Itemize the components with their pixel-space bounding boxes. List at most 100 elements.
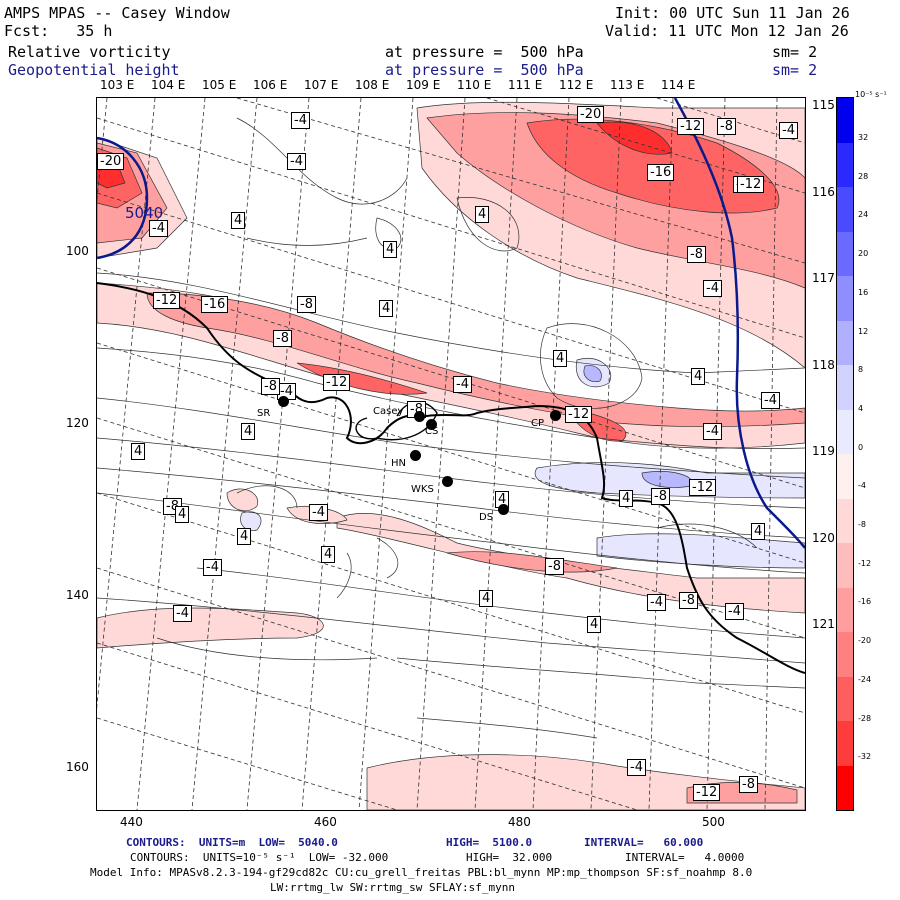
field2-level: at pressure = 500 hPa bbox=[385, 61, 584, 79]
station-dot bbox=[410, 450, 421, 461]
colorbar-tick: 8 bbox=[858, 365, 864, 375]
station-dot bbox=[498, 504, 509, 515]
colorbar-tick: 32 bbox=[858, 133, 869, 142]
vorticity-contour-label: -12 bbox=[737, 176, 765, 193]
vorticity-contour-label: 4 bbox=[691, 368, 706, 385]
lon-label: 107 E bbox=[304, 78, 339, 92]
vorticity-contours bbox=[97, 117, 805, 739]
colorbar-segment bbox=[837, 543, 853, 588]
station-dot bbox=[414, 411, 425, 422]
lon-label: 103 E bbox=[100, 78, 135, 92]
height-contour-west bbox=[97, 136, 149, 260]
field1-smoothing: sm= 2 bbox=[772, 43, 818, 61]
vorticity-contour-label: -12 bbox=[689, 479, 717, 496]
vorticity-contour-label: -4 bbox=[173, 605, 192, 622]
colorbar-segment bbox=[837, 632, 853, 677]
station-label: DS bbox=[479, 512, 494, 523]
colorbar-segment bbox=[837, 276, 853, 321]
vorticity-contour-label: -4 bbox=[647, 594, 666, 611]
vorticity-contour-label: -12 bbox=[677, 118, 705, 135]
vorticity-contour-label: 4 bbox=[475, 206, 490, 223]
colorbar-segment bbox=[837, 454, 853, 499]
station-label: SR bbox=[257, 408, 271, 419]
colorbar-tick: -12 bbox=[858, 558, 872, 568]
x-tick-label: 440 bbox=[120, 815, 143, 829]
vorticity-contour-label: -4 bbox=[761, 392, 780, 409]
vorticity-contour-label: 4 bbox=[479, 590, 494, 607]
footer-model-info: Model Info: MPASv8.2.3-194-gf29cd82c CU:… bbox=[90, 866, 753, 879]
vorticity-contour-label: -12 bbox=[323, 374, 351, 391]
footer-height-high: HIGH= 5100.0 bbox=[446, 836, 533, 849]
station-label: HN bbox=[391, 458, 406, 469]
colorbar-tick: -4 bbox=[858, 481, 866, 491]
colorbar-tick: 24 bbox=[858, 210, 869, 220]
height-contour-label: 5040 bbox=[125, 204, 164, 222]
lon-label: 104 E bbox=[151, 78, 186, 92]
station-dot bbox=[426, 419, 437, 430]
vorticity-contour-label: 4 bbox=[553, 350, 568, 367]
vorticity-contour-label: -4 bbox=[287, 153, 306, 170]
colorbar-tick: -20 bbox=[858, 636, 872, 646]
footer-height-interval: INTERVAL= 60.000 bbox=[584, 836, 704, 849]
vorticity-contour-label: -12 bbox=[693, 784, 721, 801]
colorbar-segment bbox=[837, 721, 853, 766]
vorticity-contour-label: -4 bbox=[203, 559, 222, 576]
height-contour-east bbox=[673, 98, 805, 549]
moderate-negative-vorticity bbox=[583, 365, 693, 488]
vorticity-contour-label: -4 bbox=[291, 112, 310, 129]
vorticity-contour-label: -8 bbox=[717, 118, 736, 135]
footer-vort-contours: CONTOURS: UNITS=10⁻⁵ s⁻¹ LOW= -32.000 bbox=[130, 851, 389, 864]
colorbar-tick: 0 bbox=[858, 442, 864, 452]
colorbar-segment bbox=[837, 587, 853, 632]
vorticity-contour-label: -8 bbox=[297, 296, 316, 313]
station-dot bbox=[442, 476, 453, 487]
lon-label: 106 E bbox=[253, 78, 288, 92]
colorbar-segment bbox=[837, 765, 853, 810]
colorbar-tick: 28 bbox=[858, 171, 869, 181]
vorticity-contour-label: -16 bbox=[201, 296, 229, 313]
field2-smoothing: sm= 2 bbox=[772, 61, 818, 79]
vorticity-contour-label: 4 bbox=[587, 616, 602, 633]
vorticity-contour-label: -4 bbox=[149, 220, 168, 237]
colorbar-segment bbox=[837, 231, 853, 276]
vorticity-contour-label: 4 bbox=[383, 241, 398, 258]
map-panel: -4 -4 -4 -20 -20 -16 -16 -12 -8 -4 4 4 4 -12 -8 -4 -12 -1… bbox=[96, 97, 806, 811]
vorticity-contour-label: 4 bbox=[175, 506, 190, 523]
colorbar-tick: -16 bbox=[858, 597, 872, 607]
vorticity-contour-label: -8 bbox=[739, 776, 758, 793]
field2-name: Geopotential height bbox=[8, 61, 180, 79]
field1-level: at pressure = 500 hPa bbox=[385, 43, 584, 61]
vorticity-contour-label: -20 bbox=[577, 106, 605, 123]
station-label: WKS bbox=[411, 484, 434, 495]
vorticity-contour-label: 4 bbox=[231, 212, 246, 229]
vorticity-contour-label: -4 bbox=[627, 759, 646, 776]
lon-label: 114 E bbox=[661, 78, 696, 92]
vorticity-contour-label: -4 bbox=[703, 280, 722, 297]
chart-title: AMPS MPAS -- Casey Window bbox=[4, 4, 230, 22]
vorticity-contour-label: -8 bbox=[687, 246, 706, 263]
footer-vort-interval: INTERVAL= 4.0000 bbox=[625, 851, 745, 864]
colorbar bbox=[836, 97, 854, 811]
colorbar-tick: 16 bbox=[858, 287, 869, 297]
colorbar-segment bbox=[837, 498, 853, 543]
footer-vort-high: HIGH= 32.000 bbox=[466, 851, 553, 864]
colorbar-segment bbox=[837, 365, 853, 410]
colorbar-tick: 12 bbox=[858, 326, 869, 336]
y-tick-label: 140 bbox=[66, 588, 89, 602]
vorticity-contour-label: -4 bbox=[309, 504, 328, 521]
lon-label: 105 E bbox=[202, 78, 237, 92]
vorticity-contour-label: 4 bbox=[131, 443, 146, 460]
vorticity-contour-label: -8 bbox=[545, 558, 564, 575]
vorticity-contour-label: -4 bbox=[703, 423, 722, 440]
vorticity-contour-label: 4 bbox=[379, 300, 394, 317]
station-label: CP bbox=[531, 418, 545, 429]
y-tick-label: 100 bbox=[66, 244, 89, 258]
colorbar-segment bbox=[837, 409, 853, 454]
colorbar-segment bbox=[837, 142, 853, 187]
vorticity-contour-label: 4 bbox=[321, 546, 336, 563]
vorticity-contour-label: 4 bbox=[241, 423, 256, 440]
vorticity-contour-label: -20 bbox=[97, 153, 125, 170]
station-label: Casey bbox=[373, 406, 404, 417]
y-tick-label: 120 bbox=[66, 416, 89, 430]
footer-height-contours: CONTOURS: UNITS=m LOW= 5040.0 bbox=[126, 836, 338, 849]
